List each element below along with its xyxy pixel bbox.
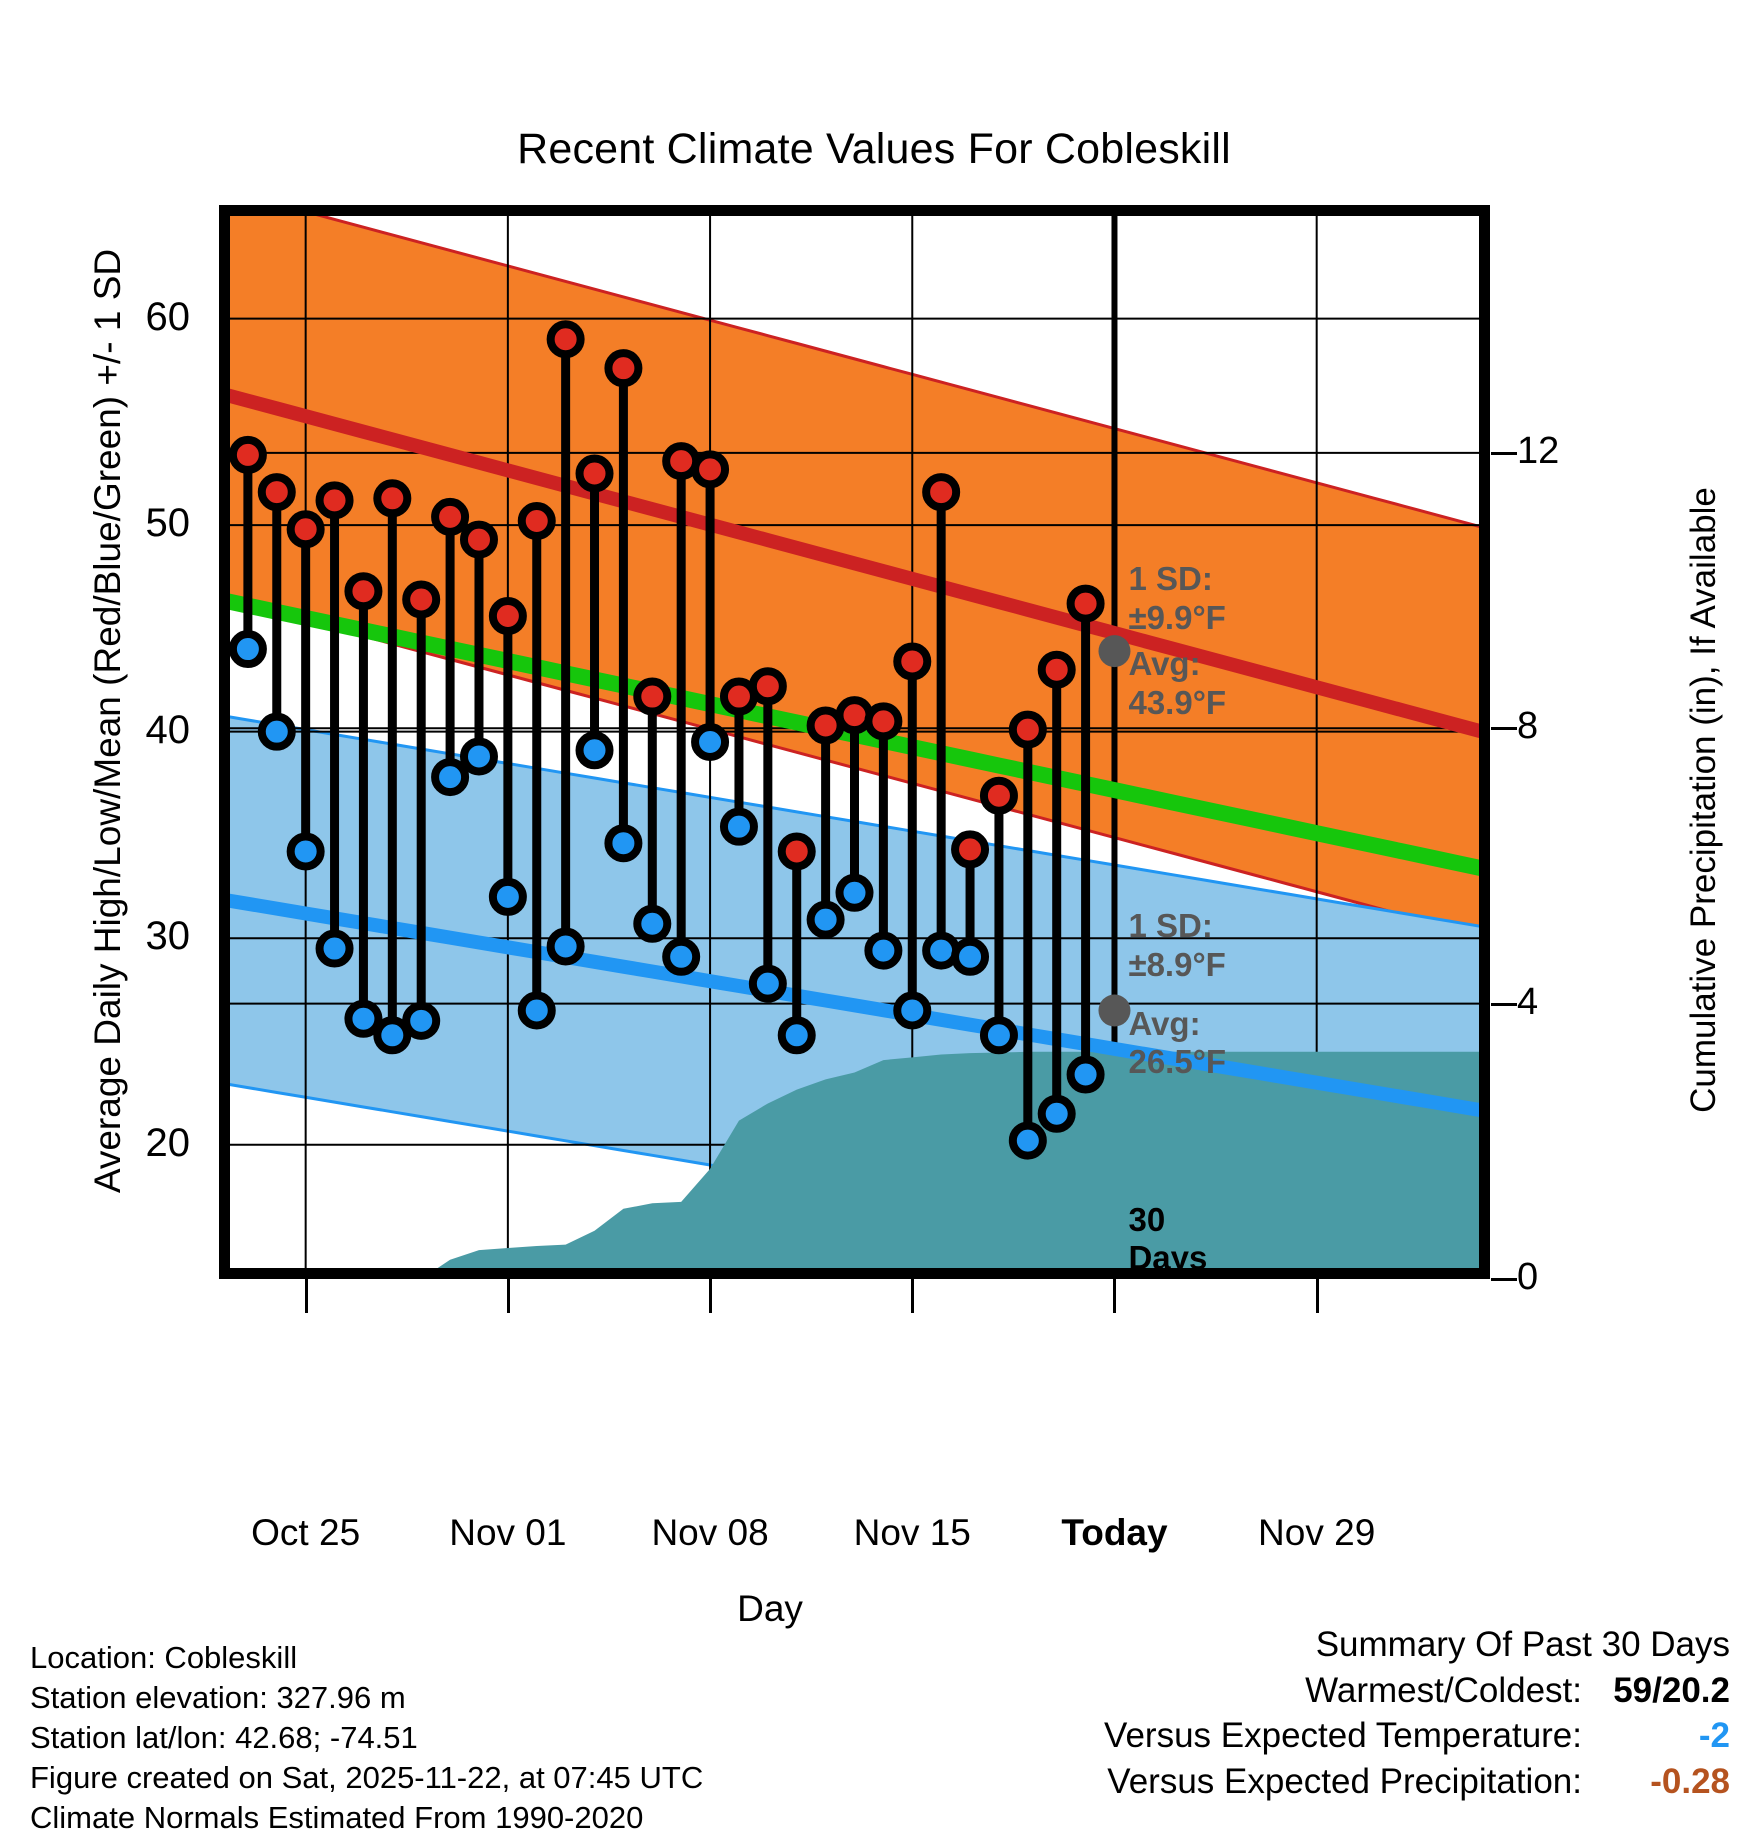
x-tick-mark (506, 1279, 510, 1313)
x-tick-label: Oct 25 (251, 1512, 361, 1553)
x-tick-mark (911, 1279, 915, 1313)
footer-created: Figure created on Sat, 2025-11-22, at 07… (30, 1759, 704, 1795)
y2-tick-label: 12 (1517, 429, 1560, 472)
x-tick-label: Nov 08 (651, 1512, 769, 1553)
x-tick-label: Nov 15 (853, 1512, 971, 1553)
versus-precipitation-label: Versus Expected Precipitation: (1107, 1761, 1582, 1801)
footer-right: Summary Of Past 30 Days Warmest/Coldest:… (1104, 1622, 1730, 1804)
x-axis-label: Day (737, 1588, 803, 1629)
y-tick-label: 30 (145, 914, 191, 959)
high-avg-annotation: Avg: 43.9°F (1128, 645, 1227, 721)
footer-normals: Climate Normals Estimated From 1990-2020 (30, 1799, 644, 1835)
footer-elevation: Station elevation: 327.96 m (30, 1679, 406, 1715)
versus-temperature-value: -2 (1698, 1716, 1730, 1755)
days-annotation: 30 Days (1128, 1200, 1208, 1277)
summary-heading-row: Summary Of Past 30 Days (1104, 1622, 1730, 1668)
warmest-coldest-row: Warmest/Coldest: 59/20.2 (1104, 1668, 1730, 1714)
y-tick-label: 60 (145, 294, 191, 339)
warmest-coldest-label: Warmest/Coldest: (1305, 1670, 1582, 1710)
plot-frame (219, 205, 1490, 1279)
plot-svg (219, 205, 1490, 1279)
versus-precipitation-value: -0.28 (1650, 1761, 1730, 1801)
footer-left: Location: Cobleskill Station elevation: … (30, 1638, 703, 1838)
y2-tick-mark (1491, 451, 1517, 455)
y-tick-label: 20 (145, 1120, 191, 1165)
chart-title: Recent Climate Values For Cobleskill (517, 125, 1231, 173)
x-tick-mark (709, 1279, 713, 1313)
x-tick-label: Nov 29 (1258, 1512, 1376, 1553)
x-tick-mark (1315, 1279, 1319, 1313)
versus-temperature-row: Versus Expected Temperature: -2 (1104, 1713, 1730, 1759)
y2-tick-mark (1491, 727, 1517, 731)
low-sd-annotation: 1 SD: ±8.9°F (1128, 907, 1226, 984)
footer-location: Location: Cobleskill (30, 1640, 298, 1675)
x-tick-label: Nov 01 (449, 1512, 567, 1553)
y2-tick-mark (1491, 1278, 1517, 1281)
y2-tick-label: 4 (1517, 980, 1539, 1023)
versus-temperature-label: Versus Expected Temperature: (1104, 1716, 1582, 1755)
x-tick-label: Today (1061, 1512, 1168, 1553)
summary-heading: Summary Of Past 30 Days (1315, 1625, 1730, 1664)
versus-precipitation-row: Versus Expected Precipitation: -0.28 (1104, 1759, 1730, 1805)
x-tick-mark (304, 1279, 308, 1313)
y2-tick-mark (1491, 1002, 1517, 1006)
y-tick-label: 50 (145, 501, 191, 546)
footer-latlon: Station lat/lon: 42.68; -74.51 (30, 1719, 418, 1755)
y2-tick-label: 8 (1517, 705, 1539, 748)
y-tick-label: 40 (145, 707, 191, 752)
plot-area: 1 SD: ±9.9°F Avg: 43.9°F 1 SD: ±8.9°F Av… (219, 205, 1490, 1279)
y2-tick-label: 0 (1517, 1256, 1539, 1298)
high-sd-annotation: 1 SD: ±9.9°F (1128, 560, 1226, 637)
low-avg-annotation: Avg: 26.5°F (1128, 1004, 1227, 1081)
warmest-coldest-value: 59/20.2 (1613, 1670, 1730, 1710)
x-tick-mark (1113, 1279, 1117, 1313)
